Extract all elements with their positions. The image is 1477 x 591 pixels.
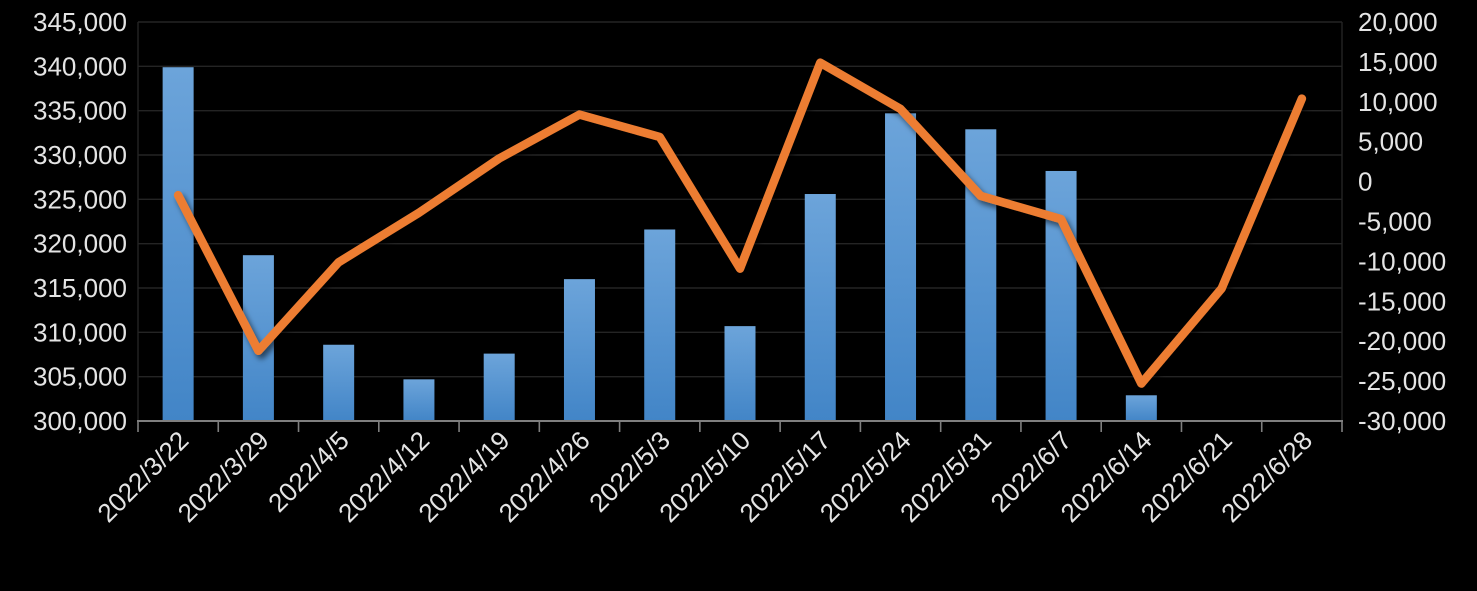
bar-series (162, 67, 1157, 422)
bar (804, 194, 836, 421)
left-axis-label: 315,000 (33, 273, 127, 303)
left-axis-label: 300,000 (33, 406, 127, 436)
right-axis-label: 0 (1358, 167, 1372, 197)
left-axis-label: 345,000 (33, 7, 127, 37)
right-axis-label: 10,000 (1358, 87, 1438, 117)
bar (724, 326, 756, 421)
x-axis (137, 420, 1343, 432)
bar (1125, 395, 1157, 421)
bar (563, 279, 595, 421)
bar (885, 113, 917, 422)
left-axis-label: 305,000 (33, 362, 127, 392)
bar (162, 67, 194, 421)
right-axis-label: -20,000 (1358, 326, 1446, 356)
bar (483, 353, 515, 421)
bar (644, 229, 676, 421)
right-axis-label: 20,000 (1358, 7, 1438, 37)
left-axis-label: 335,000 (33, 96, 127, 126)
right-axis-label: 15,000 (1358, 47, 1438, 77)
bar (323, 344, 355, 421)
change-line (173, 58, 1307, 388)
left-axis-label: 330,000 (33, 140, 127, 170)
bar (965, 129, 997, 421)
right-axis-label: -15,000 (1358, 286, 1446, 316)
left-axis-label: 320,000 (33, 229, 127, 259)
right-axis-label: 5,000 (1358, 127, 1423, 157)
left-axis-label: 325,000 (33, 184, 127, 214)
right-axis-label: -25,000 (1358, 366, 1446, 396)
right-axis-label: -30,000 (1358, 406, 1446, 436)
right-axis-label: -10,000 (1358, 246, 1446, 276)
left-axis-label: 340,000 (33, 51, 127, 81)
bar (403, 379, 435, 421)
left-axis-label: 310,000 (33, 317, 127, 347)
right-axis-label: -5,000 (1358, 207, 1432, 237)
bar (1045, 170, 1077, 421)
